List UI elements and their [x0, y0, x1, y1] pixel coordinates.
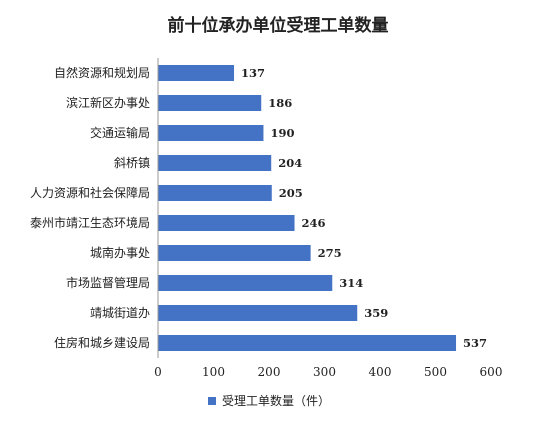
- bar: [158, 185, 272, 201]
- category-label: 靖城街道办: [90, 305, 150, 320]
- legend-swatch: [208, 397, 216, 405]
- x-tick-label: 100: [202, 365, 225, 379]
- data-label: 359: [364, 306, 388, 320]
- data-label: 275: [318, 246, 342, 260]
- bar: [158, 305, 358, 321]
- bar: [158, 245, 311, 261]
- value-labels: 137 186 190 204 205 246 275 314 359 537: [241, 66, 487, 350]
- category-label: 滨江新区办事处: [66, 95, 150, 110]
- x-tick-label: 300: [313, 365, 336, 379]
- category-labels: 自然资源和规划局滨江新区办事处交通运输局斜桥镇人力资源和社会保障局泰州市靖江生态…: [30, 65, 150, 350]
- data-label: 190: [270, 126, 294, 140]
- legend: 受理工单数量（件）: [208, 393, 330, 408]
- x-tick-label: 200: [258, 365, 281, 379]
- data-label: 137: [241, 66, 265, 80]
- category-label: 泰州市靖江生态环境局: [30, 215, 150, 230]
- category-label: 自然资源和规划局: [54, 65, 150, 80]
- legend-label: 受理工单数量（件）: [222, 393, 330, 408]
- data-label: 246: [302, 216, 326, 230]
- bar: [158, 95, 262, 111]
- x-tick-label: 0: [154, 365, 162, 379]
- bars: [158, 65, 457, 351]
- bar: [158, 335, 457, 351]
- category-label: 交通运输局: [90, 125, 150, 140]
- x-tick-label: 400: [369, 365, 392, 379]
- bar: [158, 215, 295, 231]
- data-label: 205: [279, 186, 303, 200]
- category-label: 住房和城乡建设局: [54, 335, 150, 350]
- bar: [158, 155, 272, 171]
- category-label: 市场监督管理局: [66, 275, 150, 290]
- data-label: 186: [268, 96, 292, 110]
- x-tick-label: 600: [480, 365, 503, 379]
- bar: [158, 125, 264, 141]
- data-label: 537: [463, 336, 487, 350]
- bar: [158, 275, 333, 291]
- data-label: 314: [339, 276, 363, 290]
- bar: [158, 65, 235, 81]
- category-label: 斜桥镇: [114, 156, 150, 170]
- category-label: 人力资源和社会保障局: [30, 185, 150, 200]
- category-label: 城南办事处: [90, 245, 150, 260]
- chart-title: 前十位承办单位受理工单数量: [168, 15, 389, 36]
- x-axis-tick-labels: 0 100 200 300 400 500 600: [154, 365, 502, 379]
- x-tick-label: 500: [424, 365, 447, 379]
- data-label: 204: [278, 156, 302, 170]
